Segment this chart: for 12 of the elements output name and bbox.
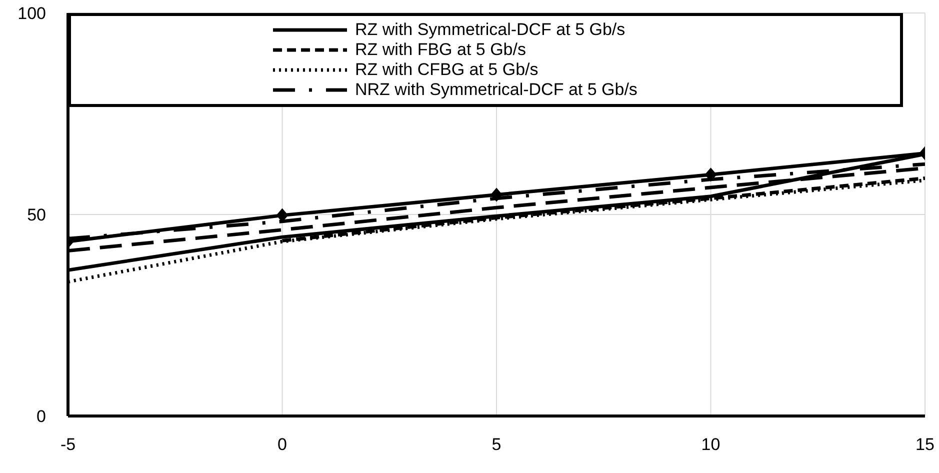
y-tick-label: 100 [18, 4, 46, 24]
x-tick-label: 10 [701, 435, 720, 454]
x-tick-label: 0 [278, 435, 287, 454]
legend-label: RZ with Symmetrical-DCF at 5 Gb/s [355, 20, 626, 40]
x-tick-label: 15 [916, 435, 934, 454]
y-tick-label: 0 [36, 407, 46, 426]
legend-label: NRZ with Symmetrical-DCF at 5 Gb/s [355, 80, 638, 100]
legend-label: RZ with FBG at 5 Gb/s [355, 40, 526, 60]
y-tick-label: 50 [27, 206, 46, 225]
legend-label: RZ with CFBG at 5 Gb/s [355, 60, 538, 80]
x-tick-label: -5 [60, 435, 76, 454]
x-tick-label: 5 [492, 435, 502, 454]
